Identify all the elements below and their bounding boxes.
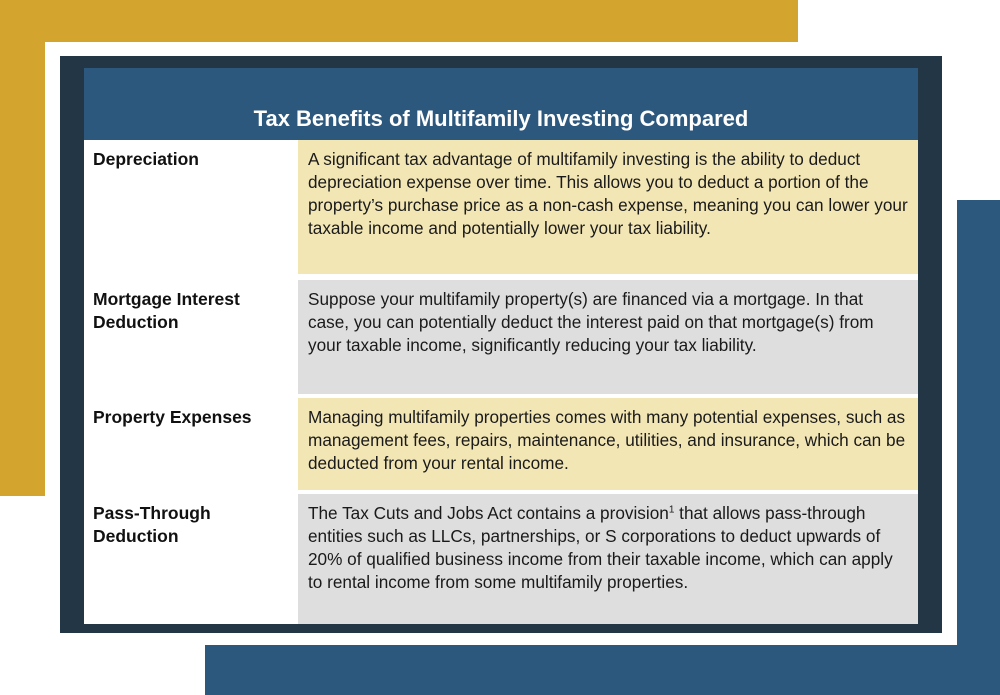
table-row-depreciation: Depreciation A significant tax advantage…	[84, 140, 918, 274]
row-description: Managing multifamily properties comes wi…	[298, 398, 918, 490]
row-label: Property Expenses	[93, 407, 252, 427]
row-label: Depreciation	[93, 149, 199, 169]
table-row-mortgage-interest: Mortgage Interest Deduction Suppose your…	[84, 280, 918, 394]
footnote-marker: 1	[668, 504, 675, 516]
row-description: The Tax Cuts and Jobs Act contains a pro…	[298, 494, 918, 624]
table-title: Tax Benefits of Multifamily Investing Co…	[84, 68, 918, 140]
row-description: Suppose your multifamily property(s) are…	[298, 280, 918, 394]
comparison-table: Tax Benefits of Multifamily Investing Co…	[84, 68, 918, 624]
description-text: The Tax Cuts and Jobs Act contains a pro…	[308, 503, 669, 523]
table-row-pass-through: Pass-Through Deduction The Tax Cuts and …	[84, 494, 918, 624]
row-label: Mortgage Interest Deduction	[93, 289, 240, 332]
description-text: that allows pass-through entities such a…	[308, 503, 893, 592]
row-label: Pass-Through Deduction	[93, 503, 211, 546]
table-row-property-expenses: Property Expenses Managing multifamily p…	[84, 398, 918, 490]
row-description: A significant tax advantage of multifami…	[298, 140, 918, 274]
